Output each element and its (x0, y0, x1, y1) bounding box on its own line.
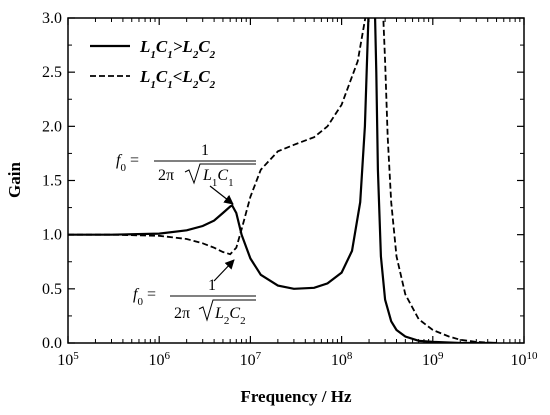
svg-text:L1C1: L1C1 (202, 167, 234, 189)
y-tick-label: 1.0 (42, 227, 62, 244)
annotation-arrow (213, 259, 235, 282)
x-tick-label: 107 (240, 350, 262, 369)
x-tick-label: 109 (422, 350, 444, 369)
x-tick-label: 106 (148, 350, 170, 369)
svg-text:2π: 2π (174, 305, 190, 322)
x-axis-title: Frequency / Hz (240, 387, 352, 406)
annotation-f0-l2c2: f0 = 1 2π L2C2 (133, 259, 256, 327)
axis-ticks (67, 17, 525, 344)
series-line-l1c1-less (68, 18, 497, 343)
svg-text:f0=: f0 = (116, 152, 139, 174)
legend: L1C1>L2C2 L1C1<L2C2 (90, 37, 216, 91)
radical-sign (184, 163, 256, 185)
svg-text:L2C2: L2C2 (214, 305, 246, 327)
svg-text:1: 1 (201, 142, 209, 159)
y-axis-title: Gain (5, 162, 24, 198)
y-tick-label: 2.0 (42, 118, 62, 135)
legend-label-dashed: L1C1<L2C2 (139, 67, 216, 91)
x-tick-label: 105 (57, 350, 79, 369)
svg-text:1: 1 (208, 277, 216, 294)
y-tick-label: 3.0 (42, 10, 62, 27)
tick-labels: 105 106 107 108 109 1010 0.0 0.5 1.0 1.5 2.0 2.5 3.0 (42, 10, 538, 369)
svg-text:2π: 2π (158, 167, 174, 184)
annotation-arrow (209, 185, 234, 205)
y-tick-label: 0.0 (42, 335, 62, 352)
y-tick-label: 0.5 (42, 281, 62, 298)
legend-label-solid: L1C1>L2C2 (139, 37, 216, 61)
y-tick-label: 1.5 (42, 173, 62, 190)
y-tick-label: 2.5 (42, 64, 62, 81)
series-line-l1c1-greater (68, 18, 497, 343)
annotation-f0-l1c1: f0 = 1 2π L1C1 (116, 142, 256, 205)
radical-sign (198, 299, 256, 322)
x-tick-label: 108 (331, 350, 353, 369)
x-tick-label: 1010 (511, 350, 539, 369)
svg-text:f0=: f0 = (133, 286, 156, 308)
